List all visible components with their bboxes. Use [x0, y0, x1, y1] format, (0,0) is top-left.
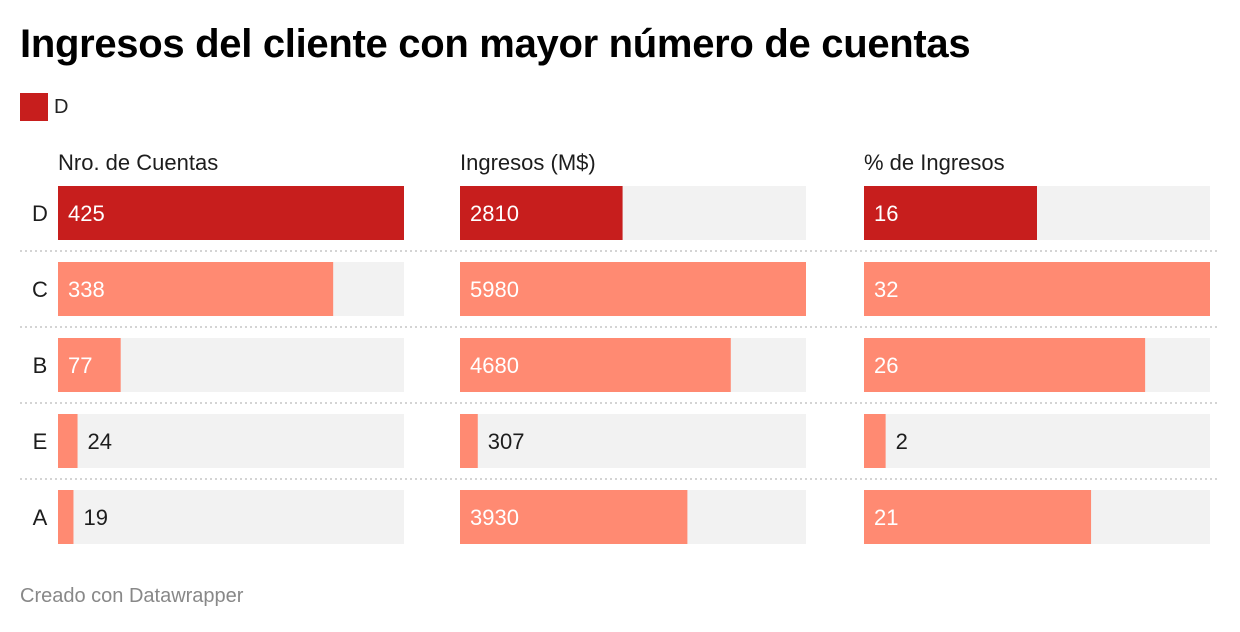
- bar-track: [460, 414, 806, 468]
- bar-value-label: 338: [68, 277, 105, 302]
- bar-value-label: 425: [68, 201, 105, 226]
- row-label: D: [32, 201, 48, 226]
- bar-value-label: 4680: [470, 353, 519, 378]
- row-label: A: [33, 505, 48, 530]
- row-label: B: [33, 353, 48, 378]
- bar: [58, 186, 404, 240]
- bar: [58, 262, 334, 316]
- bar-value-label: 26: [874, 353, 898, 378]
- bar-value-label: 3930: [470, 505, 519, 530]
- bar: [460, 186, 623, 240]
- bar-value-label: 5980: [470, 277, 519, 302]
- bar-value-label: 19: [83, 505, 107, 530]
- footer-credit: Creado con Datawrapper: [20, 585, 244, 607]
- bar-value-label: 307: [488, 429, 525, 454]
- bar: [58, 490, 74, 544]
- bar-value-label: 21: [874, 505, 898, 530]
- bar: [864, 338, 1146, 392]
- bar: [460, 490, 688, 544]
- bar: [58, 338, 121, 392]
- column-header: % de Ingresos: [864, 150, 1005, 175]
- bar-value-label: 16: [874, 201, 898, 226]
- bar: [864, 186, 1037, 240]
- bar: [460, 338, 731, 392]
- bar-value-label: 77: [68, 353, 92, 378]
- bar: [460, 262, 806, 316]
- bar-value-label: 2810: [470, 201, 519, 226]
- bar-value-label: 24: [88, 429, 112, 454]
- column-header: Ingresos (M$): [460, 150, 596, 175]
- bar: [864, 490, 1092, 544]
- column-header: Nro. de Cuentas: [58, 150, 218, 175]
- bar: [864, 262, 1210, 316]
- bar: [864, 414, 886, 468]
- bar: [58, 414, 78, 468]
- legend-swatch: [20, 93, 48, 121]
- legend-label: D: [54, 95, 69, 118]
- legend: D: [20, 93, 68, 121]
- row-label: E: [33, 429, 48, 454]
- bar-track: [58, 490, 404, 544]
- bar-track: [864, 414, 1210, 468]
- chart-title: Ingresos del cliente con mayor número de…: [20, 22, 971, 66]
- row-label: C: [32, 277, 48, 302]
- bar-value-label: 32: [874, 277, 898, 302]
- bar-track: [58, 414, 404, 468]
- bar-value-label: 2: [896, 429, 908, 454]
- bar: [460, 414, 478, 468]
